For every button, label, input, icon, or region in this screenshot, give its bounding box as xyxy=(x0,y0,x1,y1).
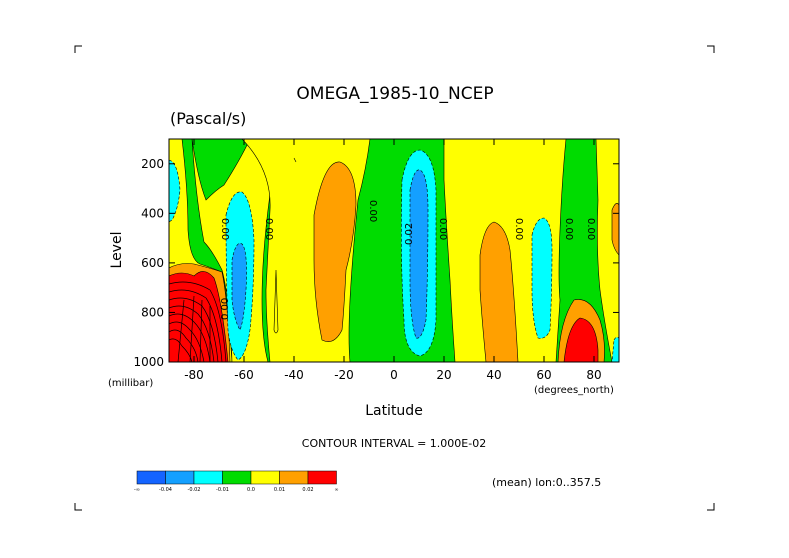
x-tick-label: 20 xyxy=(436,368,451,382)
colorbar: -∞ -0.04 -0.02 -0.01 0.0 0.01 0.02 ∞ xyxy=(134,470,339,493)
red-zone-southpole xyxy=(169,271,229,362)
contour-label: 0.00 xyxy=(263,218,274,240)
y-unit-label: (millibar) xyxy=(108,378,153,389)
contour-label: 0.00 xyxy=(563,218,574,240)
colorbar-swatch xyxy=(307,470,337,485)
contour-label: 0.02 xyxy=(404,223,415,245)
colorbar-swatch xyxy=(250,470,280,485)
orange-zone-south xyxy=(313,161,357,342)
contour-label: 0.00 xyxy=(437,218,448,240)
colorbar-swatch xyxy=(165,470,195,485)
yellow-zone-north xyxy=(595,139,619,362)
contour-field xyxy=(169,139,619,362)
x-tick-label: -60 xyxy=(234,368,254,382)
colorbar-swatch xyxy=(222,470,252,485)
x-tick-label: -20 xyxy=(334,368,354,382)
x-tick-label: 60 xyxy=(536,368,551,382)
y-tick-label: 400 xyxy=(141,206,164,220)
y-axis-title: Level xyxy=(109,232,125,269)
y-tick-label: 600 xyxy=(141,256,164,270)
cyan-zone-north xyxy=(531,217,553,339)
colorbar-swatch xyxy=(136,470,166,485)
x-tick-label: 0 xyxy=(390,368,398,382)
chart-title: OMEGA_1985-10_NCEP xyxy=(296,84,493,104)
polar-contour-lines xyxy=(169,281,227,362)
contour-label: 0.00 xyxy=(513,218,524,240)
mean-text: (mean) lon:0..357.5 xyxy=(492,476,601,489)
crop-marks xyxy=(74,45,715,511)
y-tick-label: 800 xyxy=(141,305,164,319)
colorbar-label: 0.0 xyxy=(247,487,255,493)
contour-labels: 0.00 0.00 0.00 0.02 0.00 0.00 0.00 0.00 … xyxy=(219,200,596,320)
blue-zone-south xyxy=(231,243,247,331)
contour-label: 0.00 xyxy=(219,218,230,240)
x-axis-title: Latitude xyxy=(365,403,423,419)
orange-zone-edge xyxy=(611,203,619,256)
y-tick-label: 1000 xyxy=(133,355,164,369)
colorbar-label: -0.04 xyxy=(159,487,172,493)
units-label: (Pascal/s) xyxy=(170,109,246,128)
y-tick-label: 200 xyxy=(141,157,164,171)
red-zone-north xyxy=(563,317,599,362)
colorbar-swatch xyxy=(279,470,309,485)
colorbar-swatch xyxy=(193,470,223,485)
x-axis: -80 -60 -40 -20 0 20 40 60 80 xyxy=(184,139,602,382)
colorbar-label: -0.02 xyxy=(188,487,201,493)
blue-zone-equator xyxy=(409,169,429,339)
x-tick-label: 80 xyxy=(586,368,601,382)
zero-contours xyxy=(273,157,297,334)
colorbar-label: -0.01 xyxy=(216,487,229,493)
x-tick-label: -80 xyxy=(184,368,204,382)
x-unit-label: (degrees_north) xyxy=(534,385,614,396)
y-axis: 200 400 600 800 1000 xyxy=(133,157,619,369)
orange-zone-north xyxy=(479,221,519,362)
contour-label: 0.00 xyxy=(585,218,596,240)
contour-label: 0.00 xyxy=(367,200,378,222)
cyan-zone-southedge xyxy=(169,159,181,223)
colorbar-label: ∞ xyxy=(334,487,338,493)
x-tick-label: 40 xyxy=(486,368,501,382)
x-tick-label: -40 xyxy=(284,368,304,382)
colorbar-label: 0.02 xyxy=(302,487,313,493)
colorbar-label: 0.01 xyxy=(274,487,285,493)
colorbar-label: -∞ xyxy=(134,487,140,493)
contour-label: 0.00 xyxy=(220,298,231,320)
contour-interval-text: CONTOUR INTERVAL = 1.000E-02 xyxy=(302,437,486,450)
cyan-zone-northedge xyxy=(611,337,619,362)
